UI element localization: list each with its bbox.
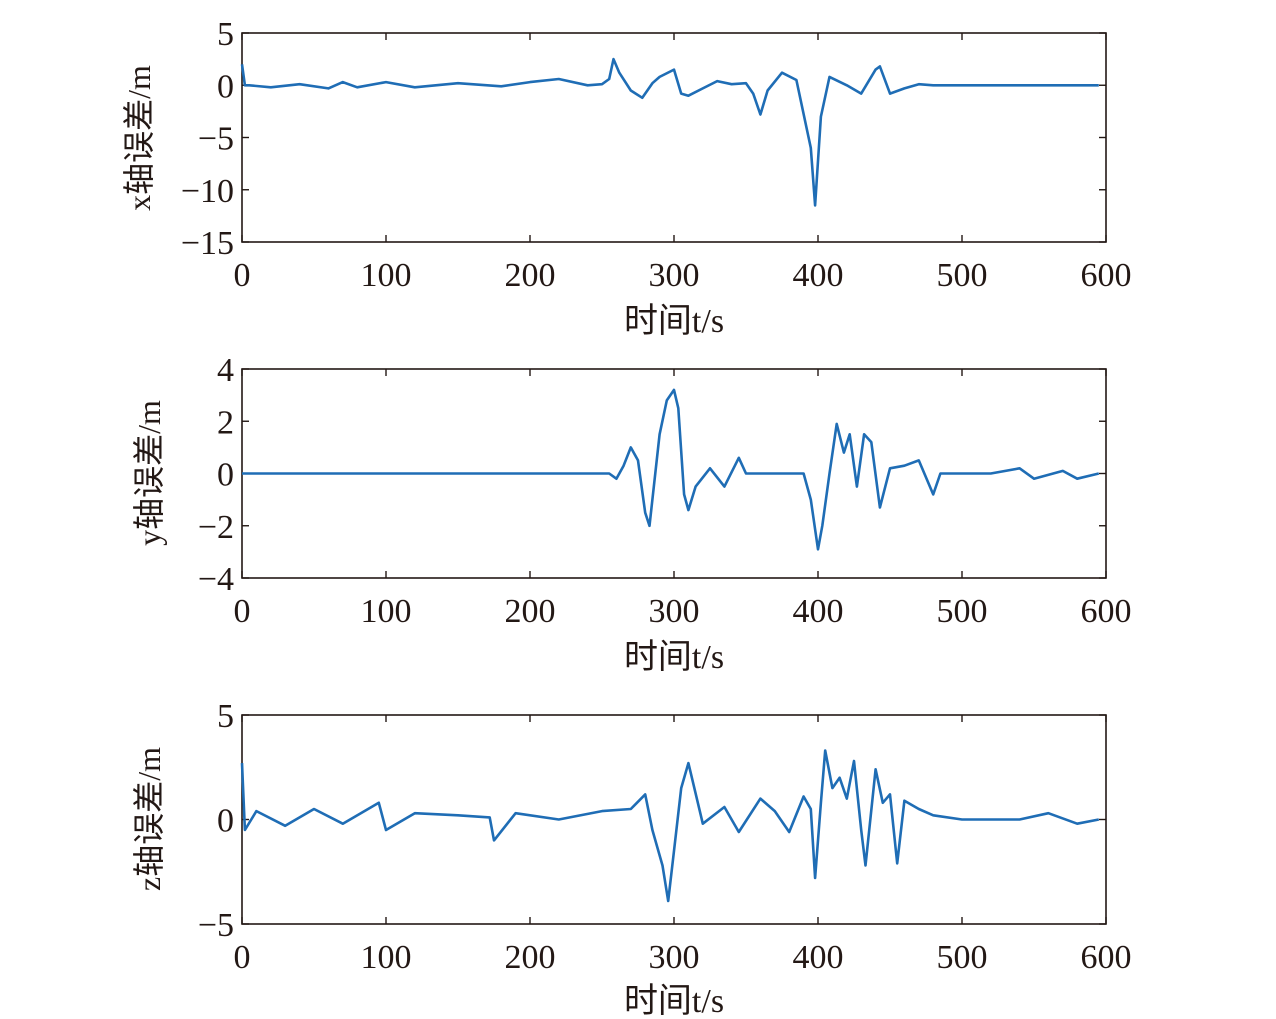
y-tick-label: −5 xyxy=(198,121,234,158)
axis-ticks xyxy=(241,368,1107,579)
series-line xyxy=(240,57,1099,207)
panel-x-error: 0 100 200 300 400 500 600 5 0 −5 −10 −15 时间t/s x轴误差… xyxy=(121,16,1132,340)
y-tick-label: 4 xyxy=(217,352,234,389)
plot-frame xyxy=(241,32,1107,243)
tick-labels: 0 100 200 300 400 500 600 5 0 −5 −10 −15 xyxy=(181,16,1132,294)
y-tick-label: −10 xyxy=(181,173,234,210)
x-tick-label: 100 xyxy=(361,257,412,294)
x-tick-label: 100 xyxy=(361,939,412,976)
x-axis-label: 时间t/s xyxy=(624,983,724,1019)
y-tick-label: −2 xyxy=(198,509,234,546)
y-axis-label: z轴误差/m xyxy=(131,747,167,891)
x-tick-label: 0 xyxy=(234,939,251,976)
y-tick-label: −4 xyxy=(198,561,234,598)
x-tick-label: 400 xyxy=(793,593,844,630)
series-line xyxy=(240,749,1100,903)
x-tick-label: 400 xyxy=(793,939,844,976)
y-tick-label: 2 xyxy=(217,404,234,441)
x-tick-label: 600 xyxy=(1081,593,1132,630)
x-axis-label: 时间t/s xyxy=(624,303,724,340)
x-tick-label: 500 xyxy=(937,593,988,630)
y-tick-label: 0 xyxy=(217,68,234,105)
x-tick-label: 100 xyxy=(361,593,412,630)
x-tick-label: 500 xyxy=(937,257,988,294)
x-tick-label: 400 xyxy=(793,257,844,294)
x-tick-label: 200 xyxy=(505,939,556,976)
y-tick-label: 0 xyxy=(217,803,234,840)
axis-ticks xyxy=(241,714,1107,925)
y-axis-label: y轴误差/m xyxy=(131,400,167,546)
y-tick-label: 5 xyxy=(217,698,234,735)
x-tick-label: 300 xyxy=(649,593,700,630)
x-tick-label: 500 xyxy=(937,939,988,976)
x-tick-label: 300 xyxy=(649,257,700,294)
x-axis-label: 时间t/s xyxy=(624,639,724,676)
x-tick-label: 0 xyxy=(234,257,251,294)
x-tick-label: 0 xyxy=(234,593,251,630)
y-tick-label: 0 xyxy=(217,457,234,494)
y-axis-label: x轴误差/m xyxy=(121,65,157,211)
y-tick-label: −5 xyxy=(198,907,234,944)
x-tick-label: 600 xyxy=(1081,939,1132,976)
y-tick-label: −15 xyxy=(181,225,234,262)
axis-ticks xyxy=(241,32,1107,243)
x-tick-label: 600 xyxy=(1081,257,1132,294)
y-tick-label: 5 xyxy=(217,16,234,53)
x-tick-label: 200 xyxy=(505,257,556,294)
tick-labels: 0 100 200 300 400 500 600 4 2 0 −2 −4 xyxy=(198,352,1132,630)
x-tick-label: 200 xyxy=(505,593,556,630)
panel-y-error: 0 100 200 300 400 500 600 4 2 0 −2 −4 时间t/s y轴误差/m xyxy=(131,352,1132,676)
series-line xyxy=(242,388,1100,551)
x-tick-label: 300 xyxy=(649,939,700,976)
